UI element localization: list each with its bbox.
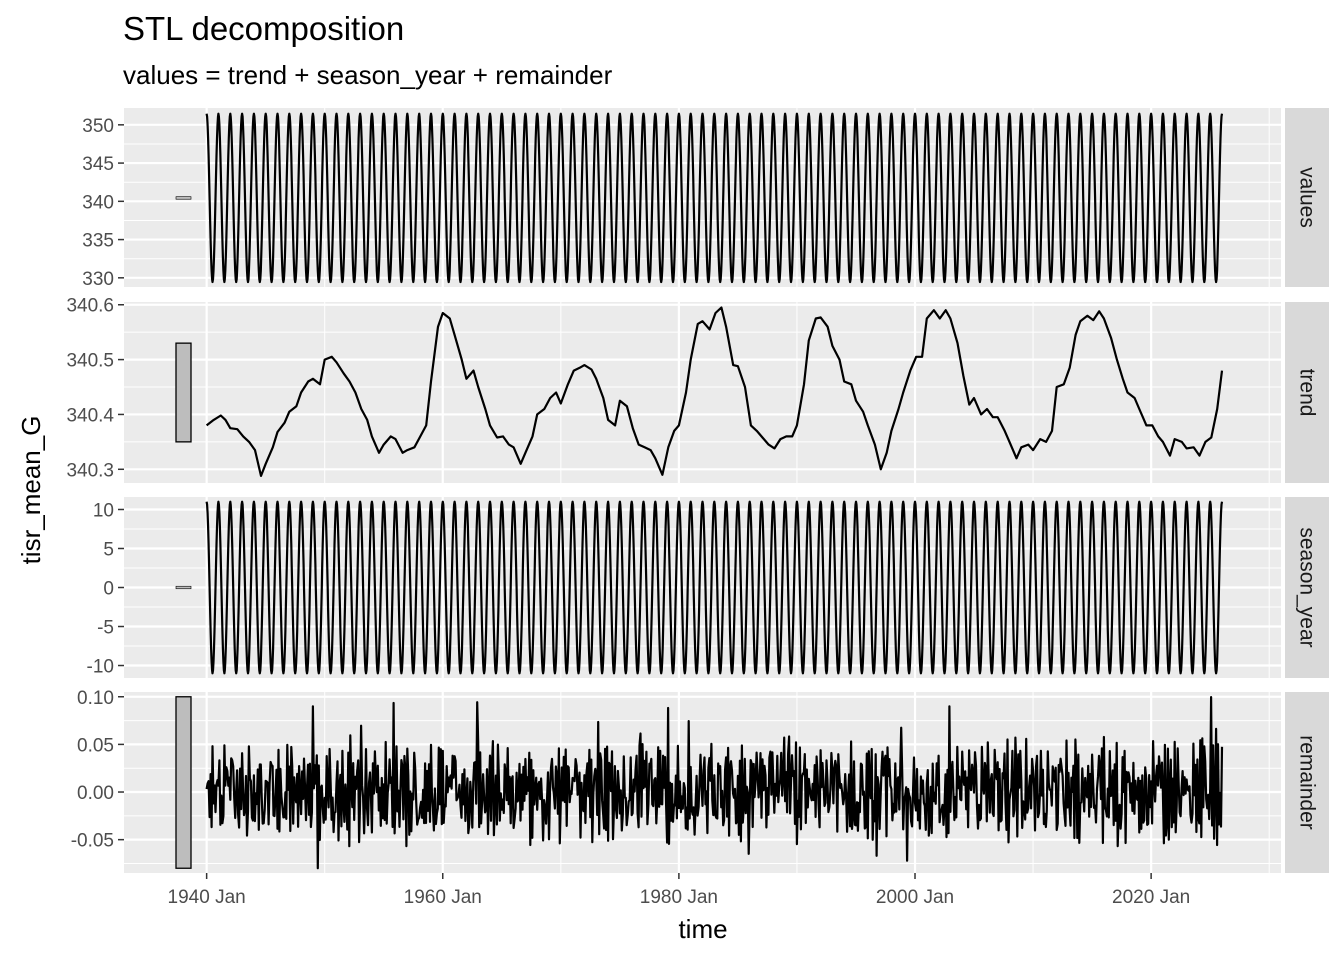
facet-strip-label: values: [1296, 167, 1319, 228]
panel-values: 330 335 340 345 350 values: [82, 108, 1329, 290]
y-tick-label: 5: [103, 539, 114, 560]
y-tick-label: 340: [82, 192, 114, 213]
scale-bar: [175, 196, 192, 200]
y-tick-label: 330: [82, 269, 114, 290]
facet-strip: [1285, 302, 1329, 483]
panel-season-year: -10 -5 0 5 10 season_year: [87, 497, 1329, 678]
x-tick-label: 1980 Jan: [640, 887, 718, 908]
x-tick-label: 2020 Jan: [1112, 887, 1190, 908]
y-tick-label: 335: [82, 231, 114, 252]
facet-strip-label: season_year: [1296, 527, 1319, 647]
y-tick-label: -10: [87, 657, 114, 678]
x-tick-label: 2000 Jan: [876, 887, 954, 908]
chart-title: STL decomposition: [123, 10, 404, 47]
y-tick-label: 0.05: [77, 735, 114, 756]
series-line-season-year: [205, 500, 1224, 675]
facet-strip: [1285, 108, 1329, 287]
y-tick-label: 10: [93, 500, 114, 521]
x-axis: 1940 Jan 1960 Jan 1980 Jan 2000 Jan 2020 Jan: [168, 873, 1190, 908]
panel-trend: 340.3 340.4 340.5 340.6 trend: [66, 296, 1329, 483]
scale-bar: [175, 342, 192, 443]
scale-bar: [175, 585, 192, 590]
x-tick-label: 1940 Jan: [168, 887, 246, 908]
facet-strip-label: remainder: [1296, 735, 1319, 830]
y-tick-label: -0.05: [71, 831, 114, 852]
scale-bar: [175, 696, 192, 869]
y-tick-label: 0.10: [77, 688, 114, 709]
facet-strip: [1285, 692, 1329, 873]
facet-panels: 330335340345350values340.3340.4340.5340.…: [66, 108, 1329, 873]
y-tick-label: 340.5: [66, 351, 114, 372]
y-tick-label: 340.4: [66, 405, 114, 426]
facet-strip-label: trend: [1296, 369, 1319, 417]
y-tick-label: 345: [82, 154, 114, 175]
series-line-trend: [205, 306, 1224, 477]
y-tick-label: -5: [97, 618, 114, 639]
y-tick-label: 340.6: [66, 296, 114, 317]
y-axis-title: tisr_mean_G: [16, 416, 46, 565]
facet-strip: [1285, 497, 1329, 678]
panel-remainder: -0.05 0.00 0.05 0.10 remainder: [71, 688, 1329, 873]
y-tick-label: 350: [82, 116, 114, 137]
y-tick-label: 340.3: [66, 460, 114, 481]
series-line-values: [205, 112, 1224, 284]
chart-subtitle: values = trend + season_year + remainder: [123, 60, 613, 90]
series-line-remainder: [205, 696, 1224, 870]
x-axis-title: time: [678, 914, 727, 944]
y-tick-label: 0.00: [77, 783, 114, 804]
y-tick-label: 0: [103, 579, 114, 600]
x-tick-label: 1960 Jan: [404, 887, 482, 908]
